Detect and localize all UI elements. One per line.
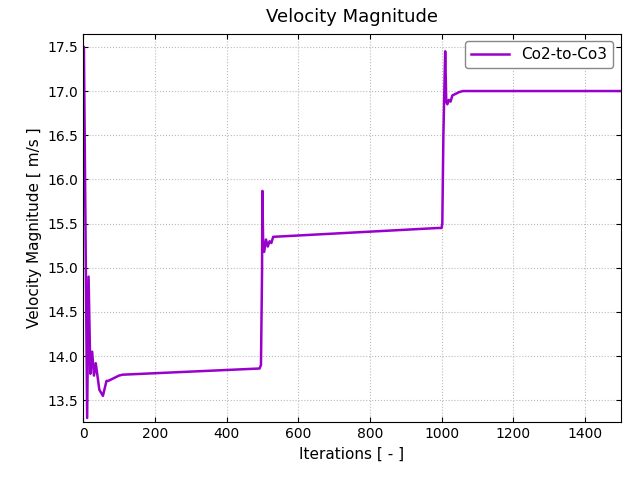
- Co2-to-Co3: [434, 225, 442, 231]
- Line: Co2-to-Co3: Co2-to-Co3: [84, 47, 621, 418]
- Co2-to-Co3: [499, 88, 506, 94]
- Co2-to-Co3: [617, 88, 625, 94]
- Co2-to-Co3: [80, 44, 88, 50]
- Co2-to-Co3: [83, 415, 91, 421]
- X-axis label: Iterations [ - ]: Iterations [ - ]: [300, 447, 404, 462]
- Co2-to-Co3: [316, 231, 324, 237]
- Co2-to-Co3: [252, 366, 259, 372]
- Legend: Co2-to-Co3: Co2-to-Co3: [465, 41, 613, 69]
- Co2-to-Co3: [133, 371, 141, 377]
- Co2-to-Co3: [581, 88, 589, 94]
- Y-axis label: Velocity Magnitude [ m/s ]: Velocity Magnitude [ m/s ]: [27, 128, 42, 328]
- Title: Velocity Magnitude: Velocity Magnitude: [266, 9, 438, 26]
